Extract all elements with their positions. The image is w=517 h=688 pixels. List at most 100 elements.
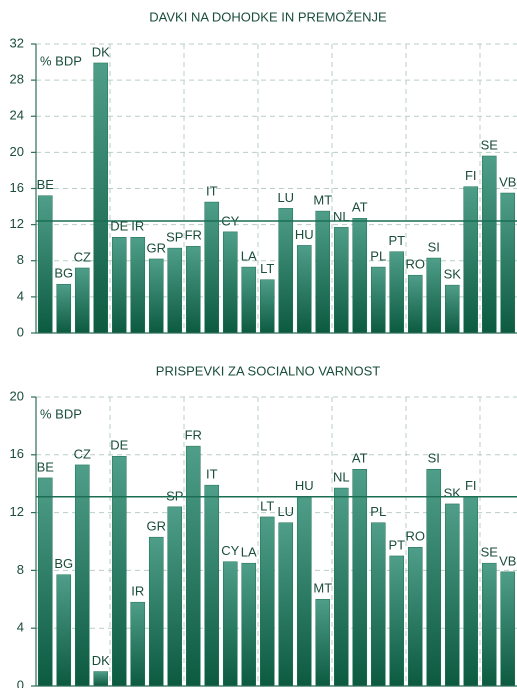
y-tick-label: 12 [10,216,24,231]
bar-label: PT [388,233,405,248]
bar-label: CZ [74,446,91,461]
bar [444,503,460,687]
y-tick-label: 0 [17,324,24,339]
bar-label: BG [54,266,73,281]
y-tick-label: 16 [10,180,24,195]
bar-label: LU [277,190,294,205]
bar-label: SE [481,545,499,560]
bar-label: DK [92,653,110,668]
bar [500,192,516,334]
bar [74,267,90,334]
bar-label: IT [206,467,218,482]
bar-label: LT [260,261,274,276]
bar [222,561,238,687]
bar-label: RO [406,257,426,272]
bar [444,284,460,334]
bar-label: IT [206,183,218,198]
bar [167,247,183,334]
bar-label: SI [428,451,440,466]
bar-label: GR [147,519,167,534]
bar [222,231,238,334]
bar [370,266,386,334]
bar-label: PL [370,504,386,519]
bar [389,555,405,687]
bar [111,455,127,687]
bar [37,477,53,687]
bar-label: LT [260,498,274,513]
bar-label: SE [481,137,499,152]
bar [37,195,53,334]
y-tick-label: 20 [10,144,24,159]
bar-label: CZ [74,249,91,264]
bar-label: FI [465,168,477,183]
bar-label: VB [499,553,516,568]
bar [389,251,405,334]
bar [185,246,201,334]
chart-title: DAVKI NA DOHODKE IN PREMOŽENJE [149,9,387,24]
bar [352,218,368,334]
y-tick-label: 12 [10,504,24,519]
bar [111,237,127,334]
bar-label: LA [241,249,257,264]
y-tick-label: 20 [10,388,24,403]
bar-label: IR [131,584,144,599]
bar-label: FI [465,478,477,493]
bar [333,227,349,334]
y-tick-label: 4 [17,620,24,635]
bar-label: MT [313,581,332,596]
bar [463,496,479,687]
bar [259,516,275,687]
bar-label: FR [185,228,202,243]
bar [500,571,516,687]
bar [333,487,349,687]
bar [426,469,442,687]
y-tick-label: 16 [10,446,24,461]
y-axis-label: % BDP [40,406,82,421]
bar-label: SK [444,485,462,500]
y-tick-label: 8 [17,562,24,577]
bar [481,562,497,687]
bar [463,186,479,334]
bar [278,522,294,687]
bar-label: RO [406,529,426,544]
bar-label: BG [54,556,73,571]
bar [315,210,331,334]
bar-label: SP [166,488,183,503]
bar [204,484,220,687]
bar-label: DE [110,219,128,234]
bar-label: SI [428,239,440,254]
bar [241,562,257,687]
y-tick-label: 8 [17,252,24,267]
bar [241,266,257,334]
bar-label: HU [295,478,314,493]
y-tick-label: 32 [10,35,24,50]
bar [259,279,275,334]
bar [296,496,312,687]
y-tick-label: 28 [10,72,24,87]
bar-label: AT [352,451,368,466]
bar [148,258,164,334]
y-axis-label: % BDP [40,53,82,68]
bar-label: AT [352,200,368,215]
bar-label: BE [37,177,55,192]
bar [296,245,312,334]
bar [407,547,423,687]
bar [352,469,368,687]
bar-label: FR [185,428,202,443]
bar-label: PT [388,537,405,552]
bar [481,155,497,334]
y-tick-label: 4 [17,288,24,303]
bar-label: GR [147,240,167,255]
bar-label: MT [313,193,332,208]
bar-label: VB [499,174,516,189]
bar-label: PL [370,249,386,264]
bar-label: LU [277,504,294,519]
bar-label: LA [241,545,257,560]
bar-label: SP [166,230,183,245]
y-tick-label: 0 [17,677,24,688]
bar-label: NL [333,209,350,224]
bar-label: IR [131,219,144,234]
bar [407,274,423,334]
bar [56,283,72,334]
